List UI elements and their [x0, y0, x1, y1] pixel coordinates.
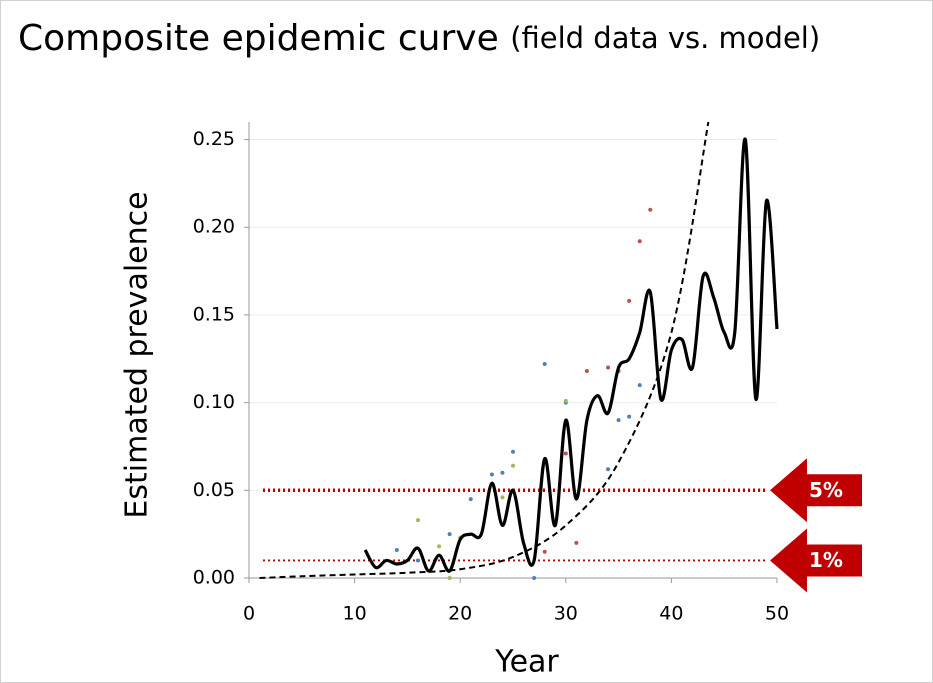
reference-arrow	[770, 458, 862, 523]
data-point	[394, 547, 399, 552]
x-tick-label: 10	[343, 603, 367, 625]
y-axis-label: Estimated prevalence	[120, 191, 155, 518]
data-point	[584, 369, 589, 374]
y-tick-label: 0.05	[193, 479, 235, 501]
data-point	[574, 540, 579, 545]
data-point	[511, 463, 515, 468]
y-tick-label: 0.10	[193, 391, 235, 413]
data-point	[489, 472, 494, 477]
data-point	[542, 362, 547, 367]
data-point	[500, 470, 505, 475]
data-point	[542, 549, 547, 554]
x-axis-label: Year	[494, 645, 559, 680]
data-point	[616, 418, 621, 423]
x-tick-label: 30	[554, 603, 578, 625]
data-point	[606, 467, 611, 472]
data-point	[511, 449, 515, 454]
reference-label: 5%	[809, 478, 843, 502]
data-point	[500, 495, 505, 500]
data-point	[627, 414, 632, 419]
data-point	[447, 532, 452, 537]
y-tick-label: 0.25	[193, 128, 235, 150]
data-point	[637, 383, 642, 388]
y-tick-label: 0.00	[193, 567, 235, 589]
data-point	[447, 576, 452, 580]
data-point	[415, 558, 420, 563]
x-tick-label: 20	[448, 603, 472, 625]
y-tick-label: 0.15	[193, 303, 235, 325]
x-tick-label: 0	[243, 603, 255, 625]
data-point	[563, 451, 568, 456]
data-curve	[363, 137, 779, 573]
data-point	[532, 576, 537, 580]
data-point	[437, 544, 442, 549]
reference-label: 1%	[809, 548, 843, 572]
data-point	[648, 207, 653, 212]
chart-title: Composite epidemic curve (field data vs.…	[18, 18, 820, 59]
data-point	[637, 239, 642, 244]
reference-arrow	[770, 528, 862, 593]
data-point	[627, 298, 632, 303]
data-point	[468, 497, 473, 502]
subtitle: (field data vs. model)	[510, 21, 820, 55]
x-tick-label: 40	[659, 603, 683, 625]
data-point	[606, 365, 611, 370]
x-tick-label: 50	[765, 603, 789, 625]
data-point	[415, 518, 420, 523]
title: Composite epidemic curve	[18, 18, 499, 59]
y-tick-label: 0.20	[193, 216, 235, 238]
data-point	[563, 398, 568, 403]
model-curve	[259, 121, 710, 579]
